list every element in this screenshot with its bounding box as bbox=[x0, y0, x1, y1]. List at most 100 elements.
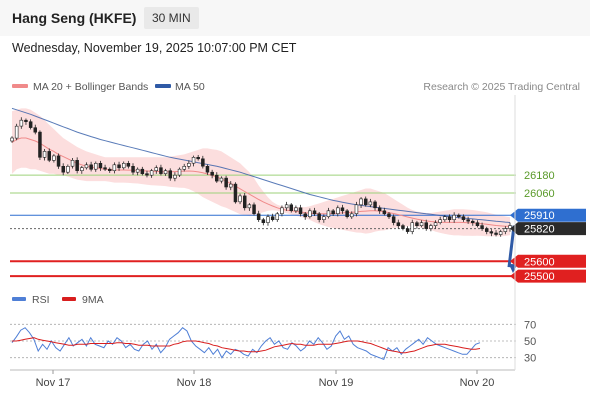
candle bbox=[419, 220, 424, 228]
candle bbox=[438, 216, 442, 225]
candle bbox=[373, 200, 377, 211]
arrow-shaft bbox=[507, 225, 516, 268]
x-tick-label: Nov 20 bbox=[460, 377, 495, 389]
candle bbox=[368, 198, 373, 208]
candle bbox=[401, 223, 405, 231]
candle bbox=[201, 155, 205, 169]
candle bbox=[135, 167, 140, 176]
candle bbox=[117, 161, 121, 171]
candle bbox=[461, 214, 466, 222]
candle bbox=[84, 162, 89, 170]
candle bbox=[126, 160, 131, 169]
candle bbox=[391, 214, 396, 226]
candle bbox=[94, 161, 98, 172]
candle bbox=[308, 208, 312, 219]
rsi-ma-line bbox=[12, 337, 481, 354]
ma20-legend-label: MA 20 + Bollinger Bands bbox=[33, 81, 148, 93]
candle bbox=[14, 123, 19, 141]
candle bbox=[256, 210, 261, 222]
candle bbox=[480, 222, 484, 231]
level-label-25910: 25910 bbox=[524, 210, 555, 222]
candle bbox=[382, 207, 387, 216]
level-tag-25500 bbox=[510, 269, 586, 283]
rsi-tick-label: 70 bbox=[524, 319, 536, 331]
x-tick-label: Nov 18 bbox=[177, 377, 212, 389]
ma50-legend-swatch bbox=[155, 84, 171, 88]
candle bbox=[154, 165, 159, 174]
candle bbox=[484, 226, 489, 235]
candlesticks bbox=[10, 117, 512, 237]
level-label-25500: 25500 bbox=[524, 271, 555, 283]
candle bbox=[10, 136, 14, 143]
candle bbox=[452, 212, 456, 223]
candle bbox=[112, 162, 117, 174]
candle bbox=[498, 229, 503, 237]
candle bbox=[191, 155, 196, 167]
candle bbox=[275, 211, 279, 222]
rsi-ma-legend-label: 9MA bbox=[82, 294, 104, 306]
candle bbox=[494, 230, 498, 237]
candle bbox=[349, 211, 354, 219]
candle bbox=[457, 213, 461, 219]
candle bbox=[42, 149, 47, 161]
rsi-tick-label: 50 bbox=[524, 336, 536, 348]
candle bbox=[28, 119, 33, 130]
candle bbox=[33, 124, 37, 135]
candle bbox=[284, 201, 289, 211]
candle bbox=[149, 168, 154, 178]
candle bbox=[336, 205, 340, 217]
candle bbox=[52, 154, 56, 163]
research-credit: Research © 2025 Trading Central bbox=[423, 81, 580, 93]
level-label-25600: 25600 bbox=[524, 256, 555, 268]
candle bbox=[122, 161, 126, 170]
candle bbox=[215, 172, 219, 183]
candle bbox=[340, 204, 345, 214]
x-tick-label: Nov 17 bbox=[36, 377, 71, 389]
candle bbox=[363, 196, 368, 207]
level-tag-25600 bbox=[510, 254, 586, 268]
ma20-legend-swatch bbox=[12, 84, 28, 88]
instrument-title: Hang Seng (HKFE) bbox=[12, 10, 137, 26]
candle bbox=[70, 157, 75, 169]
candle bbox=[475, 220, 480, 228]
candle bbox=[177, 167, 182, 177]
bollinger-band bbox=[12, 108, 510, 237]
candle bbox=[229, 181, 233, 191]
candle bbox=[470, 219, 475, 226]
candle bbox=[47, 148, 51, 163]
candle bbox=[359, 197, 363, 208]
candle bbox=[429, 223, 433, 232]
candle bbox=[424, 219, 428, 231]
rsi-legend: RSI 9MA bbox=[12, 294, 104, 306]
candle bbox=[159, 164, 163, 176]
rsi-line bbox=[11, 327, 481, 360]
candle bbox=[410, 219, 414, 235]
candle bbox=[163, 168, 168, 176]
candle bbox=[405, 226, 410, 234]
candle bbox=[238, 193, 242, 205]
candle bbox=[396, 219, 401, 229]
candle bbox=[322, 214, 326, 223]
candle bbox=[489, 229, 494, 237]
candle bbox=[66, 164, 70, 174]
candle bbox=[415, 220, 419, 229]
candle bbox=[433, 220, 438, 229]
level-tag-25820 bbox=[510, 222, 586, 236]
candle bbox=[210, 169, 214, 179]
timeframe-button[interactable]: 30 MIN bbox=[144, 7, 199, 29]
candle bbox=[317, 211, 321, 223]
level-labels: 26180 26060 25910 25820 25600 25500 bbox=[510, 170, 586, 283]
x-axis: Nov 17 Nov 18 Nov 19 Nov 20 bbox=[36, 370, 495, 389]
candle bbox=[243, 192, 247, 211]
candle bbox=[303, 211, 307, 220]
candle bbox=[447, 214, 452, 223]
candle bbox=[280, 205, 284, 217]
rsi-panel: 70 50 30 bbox=[10, 319, 536, 365]
candle bbox=[331, 209, 335, 216]
candle bbox=[224, 175, 228, 190]
rsi-legend-label: RSI bbox=[32, 294, 50, 306]
chart-datetime: Wednesday, November 19, 2025 10:07:00 PM… bbox=[12, 41, 297, 55]
candle bbox=[252, 202, 256, 216]
candle bbox=[98, 160, 103, 171]
